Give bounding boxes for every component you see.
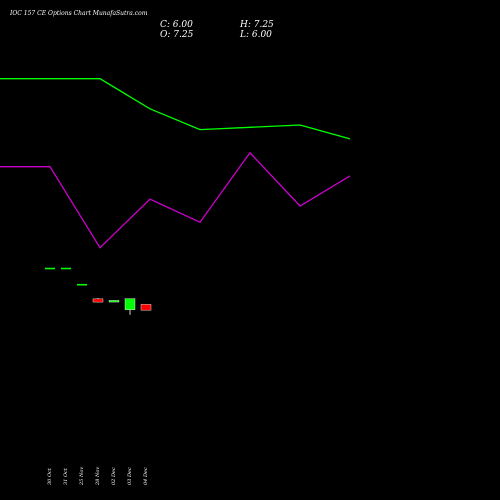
candle-30-oct: [45, 267, 55, 270]
candle-body: [124, 298, 136, 310]
close-value: C: 6.00: [160, 20, 193, 30]
x-tick-label: 30 Oct: [47, 467, 53, 485]
x-tick-label: 04 Dec: [143, 467, 149, 485]
chart-title: IOC 157 CE Options Chart MunafaSutra.com: [9, 10, 148, 17]
x-axis-ticks: 30 Oct 31 Oct 25 Nov 28 Nov 02 Dec 03 Dec 04 D…: [47, 467, 149, 486]
indicator-line-2: [0, 151, 351, 249]
candle-02-dec: [108, 300, 120, 303]
candle-body: [77, 283, 87, 286]
candle-25-nov: [77, 283, 87, 286]
low-value: L: 6.00: [239, 30, 272, 40]
high-value: H: 7.25: [239, 20, 274, 30]
candle-28-nov: [92, 298, 104, 303]
indicator-line-1: [0, 78, 351, 140]
candles: [45, 267, 152, 315]
candle-03-dec: [124, 298, 136, 315]
candle-body: [61, 267, 71, 270]
candle-31-oct: [61, 267, 71, 270]
x-tick-label: 28 Nov: [95, 467, 101, 486]
x-tick-label: 31 Oct: [63, 467, 69, 485]
x-tick-label: 02 Dec: [111, 467, 117, 485]
candle-04-dec: [140, 304, 152, 311]
indicator-lines: [0, 78, 351, 249]
open-value: O: 7.25: [160, 30, 194, 40]
x-tick-label: 25 Nov: [79, 467, 85, 486]
x-tick-label: 03 Dec: [127, 467, 133, 485]
candle-body: [140, 304, 152, 311]
candle-body: [45, 267, 55, 270]
candle-body: [92, 298, 104, 303]
candle-body: [108, 300, 120, 303]
